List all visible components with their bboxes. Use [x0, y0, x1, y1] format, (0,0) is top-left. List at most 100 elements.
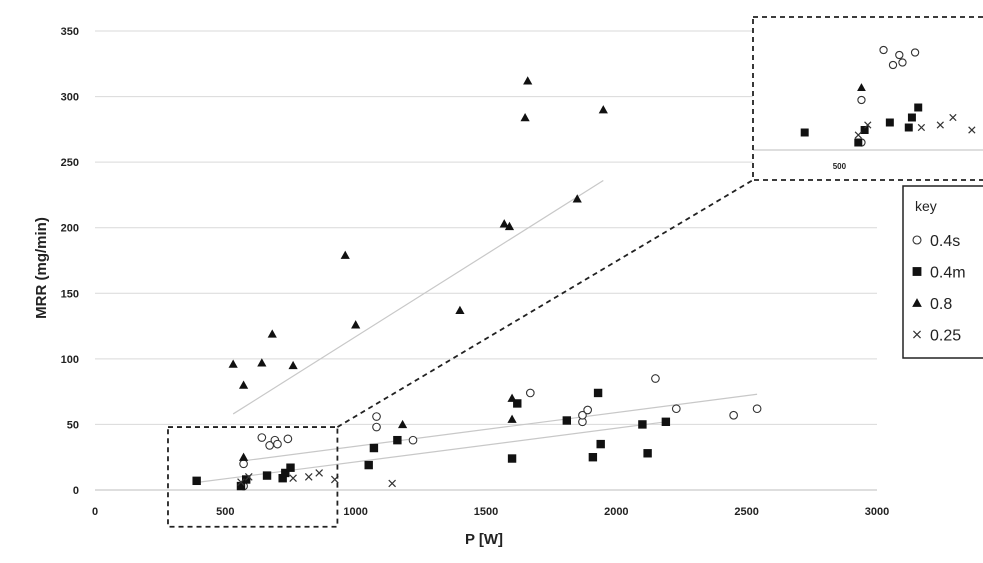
inset-data-point — [857, 95, 866, 105]
legend-label: 0.4s — [930, 233, 960, 250]
data-point — [643, 449, 652, 458]
trendline — [240, 393, 758, 462]
data-point — [304, 473, 313, 481]
data-point — [262, 471, 272, 480]
inset-data-point — [904, 123, 913, 132]
inset-data-point — [949, 113, 957, 122]
x-tick-labels: 0 500 1000 1500 2000 2500 3000 — [92, 506, 889, 518]
inset-data-point — [864, 121, 872, 129]
data-point — [372, 412, 381, 421]
x-tick-label: 1500 — [474, 506, 498, 518]
inset-data-point — [917, 123, 926, 132]
data-point — [578, 410, 587, 420]
x-tick-label: 500 — [216, 506, 234, 518]
inset-data-point — [968, 126, 976, 134]
x-tick-label: 1000 — [343, 506, 367, 518]
legend-marker — [912, 235, 922, 245]
data-point — [504, 221, 515, 231]
data-point — [525, 388, 535, 398]
data-point — [237, 478, 245, 486]
data-point — [393, 435, 402, 445]
inset-data-point — [857, 83, 866, 91]
grid-lines — [95, 30, 877, 491]
data-point — [520, 112, 530, 122]
inset-background — [753, 17, 983, 180]
y-tick-label: 100 — [61, 354, 79, 366]
inset-data-point — [879, 45, 888, 55]
inset-data-point — [860, 126, 869, 134]
x-tick-label: 0 — [92, 506, 98, 518]
inset-tick-label: 500 — [833, 162, 847, 171]
inset-data-point — [854, 138, 863, 147]
data-point — [598, 105, 608, 114]
data-point — [513, 399, 522, 408]
data-point — [583, 405, 593, 415]
data-point — [572, 194, 582, 203]
inset-data-point — [914, 103, 923, 112]
data-point — [455, 305, 465, 315]
data-point — [286, 463, 295, 472]
data-point — [562, 416, 572, 425]
legend-title: key — [915, 198, 937, 214]
data-point — [238, 452, 249, 461]
trendline — [232, 179, 604, 415]
data-point — [273, 439, 282, 449]
data-point — [588, 453, 598, 462]
inset-data-point — [854, 131, 862, 139]
data-point — [257, 433, 267, 442]
inset-plot: 500 — [752, 16, 983, 181]
data-point — [278, 473, 287, 483]
data-point — [238, 380, 249, 389]
x-tick-label: 2500 — [734, 506, 758, 518]
data-point — [372, 422, 381, 432]
y-tick-labels: 0 50 100 150 200 250 300 350 — [61, 26, 79, 497]
data-point — [315, 469, 323, 477]
inset-data-point — [895, 50, 904, 60]
data-point — [267, 329, 277, 338]
data-point — [408, 435, 418, 445]
legend-marker — [912, 267, 922, 276]
legend-marker — [913, 330, 921, 339]
legend-label: 0.4m — [930, 265, 966, 282]
data-point — [289, 474, 297, 483]
y-tick-label: 250 — [61, 157, 79, 169]
data-point — [239, 459, 248, 469]
inset-data-point — [910, 48, 920, 57]
data-point — [661, 417, 671, 427]
data-point — [397, 419, 408, 429]
data-point — [340, 250, 350, 259]
inset-data-point — [888, 60, 898, 70]
inset-data-point — [898, 58, 907, 67]
data-point — [596, 439, 605, 449]
data-point — [523, 76, 533, 85]
y-tick-label: 0 — [73, 485, 79, 497]
trendlines — [199, 179, 758, 483]
legend-label: 0.25 — [930, 328, 961, 345]
zoom-region-box — [167, 426, 339, 528]
legend-items: 0.4s 0.4m 0.8 0.25 — [912, 233, 966, 345]
data-point — [499, 219, 509, 228]
data-point — [192, 476, 201, 486]
data-point — [257, 358, 267, 367]
inset-data-point — [936, 121, 944, 129]
zoom-indicator — [167, 179, 754, 528]
data-point — [671, 404, 681, 414]
x-tick-label: 2000 — [604, 506, 628, 518]
data-point — [752, 404, 762, 414]
y-tick-label: 50 — [67, 419, 79, 431]
y-tick-label: 300 — [61, 92, 79, 104]
data-points — [192, 76, 762, 491]
data-point — [507, 414, 517, 423]
data-point — [228, 359, 238, 368]
data-point — [651, 374, 660, 383]
data-point — [236, 481, 246, 491]
data-point — [364, 460, 373, 470]
x-tick-label: 3000 — [865, 506, 889, 518]
data-point — [729, 410, 738, 420]
data-point — [288, 360, 298, 370]
data-point — [507, 393, 517, 402]
trendline — [199, 421, 666, 483]
data-point — [351, 320, 361, 329]
data-point — [369, 443, 379, 453]
